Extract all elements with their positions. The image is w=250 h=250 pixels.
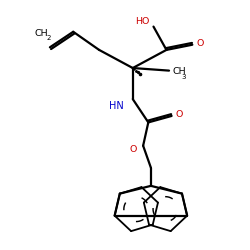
Text: CH: CH — [34, 28, 48, 38]
Text: O: O — [130, 145, 137, 154]
Text: HN: HN — [108, 100, 123, 110]
Text: HO: HO — [135, 17, 149, 26]
Text: O: O — [196, 39, 204, 48]
Text: 3: 3 — [182, 74, 186, 80]
Text: O: O — [176, 110, 183, 119]
Text: CH: CH — [173, 68, 186, 76]
Text: 2: 2 — [46, 35, 51, 41]
